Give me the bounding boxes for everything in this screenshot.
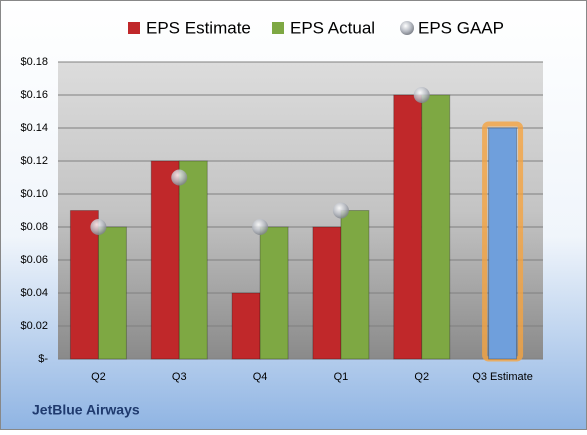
x-tick-label: Q2 (91, 371, 106, 383)
legend-label: EPS Actual (290, 18, 375, 37)
bar (340, 210, 370, 360)
legend-marker (128, 22, 140, 34)
x-tick-label: Q3 Estimate (472, 371, 533, 383)
gaap-marker (252, 219, 269, 235)
legend-label: EPS Estimate (146, 18, 251, 37)
legend-label: EPS GAAP (418, 18, 504, 37)
bar (488, 127, 518, 360)
y-tick-label: $0.06 (20, 254, 48, 266)
y-tick-label: $0.10 (20, 188, 48, 200)
y-tick-label: $- (38, 353, 48, 365)
gaap-marker (171, 169, 188, 186)
x-tick-label: Q2 (414, 371, 429, 383)
y-tick-label: $0.12 (20, 155, 48, 167)
y-tick-label: $0.18 (20, 56, 48, 68)
legend-marker (400, 21, 414, 35)
x-tick-label: Q1 (334, 371, 349, 383)
y-tick-label: $0.04 (20, 287, 48, 299)
legend-marker (272, 22, 284, 34)
y-tick-label: $0.02 (20, 320, 48, 332)
bar (231, 292, 261, 360)
bar (178, 160, 208, 360)
bar (393, 94, 423, 360)
bar (150, 160, 180, 360)
gaap-marker (90, 219, 107, 235)
plot-area (58, 62, 543, 359)
gaap-marker (413, 87, 430, 103)
x-tick-label: Q4 (253, 371, 268, 383)
x-tick-label: Q3 (172, 371, 187, 383)
bar (259, 226, 289, 360)
bar (97, 226, 127, 360)
y-tick-label: $0.14 (20, 122, 48, 134)
bar (69, 210, 99, 360)
footer: JetBlue Airways (32, 402, 140, 418)
bar (421, 94, 451, 360)
y-tick-label: $0.08 (20, 221, 48, 233)
y-tick-label: $0.16 (20, 89, 48, 101)
bar (312, 226, 342, 360)
gaap-marker (332, 202, 349, 219)
